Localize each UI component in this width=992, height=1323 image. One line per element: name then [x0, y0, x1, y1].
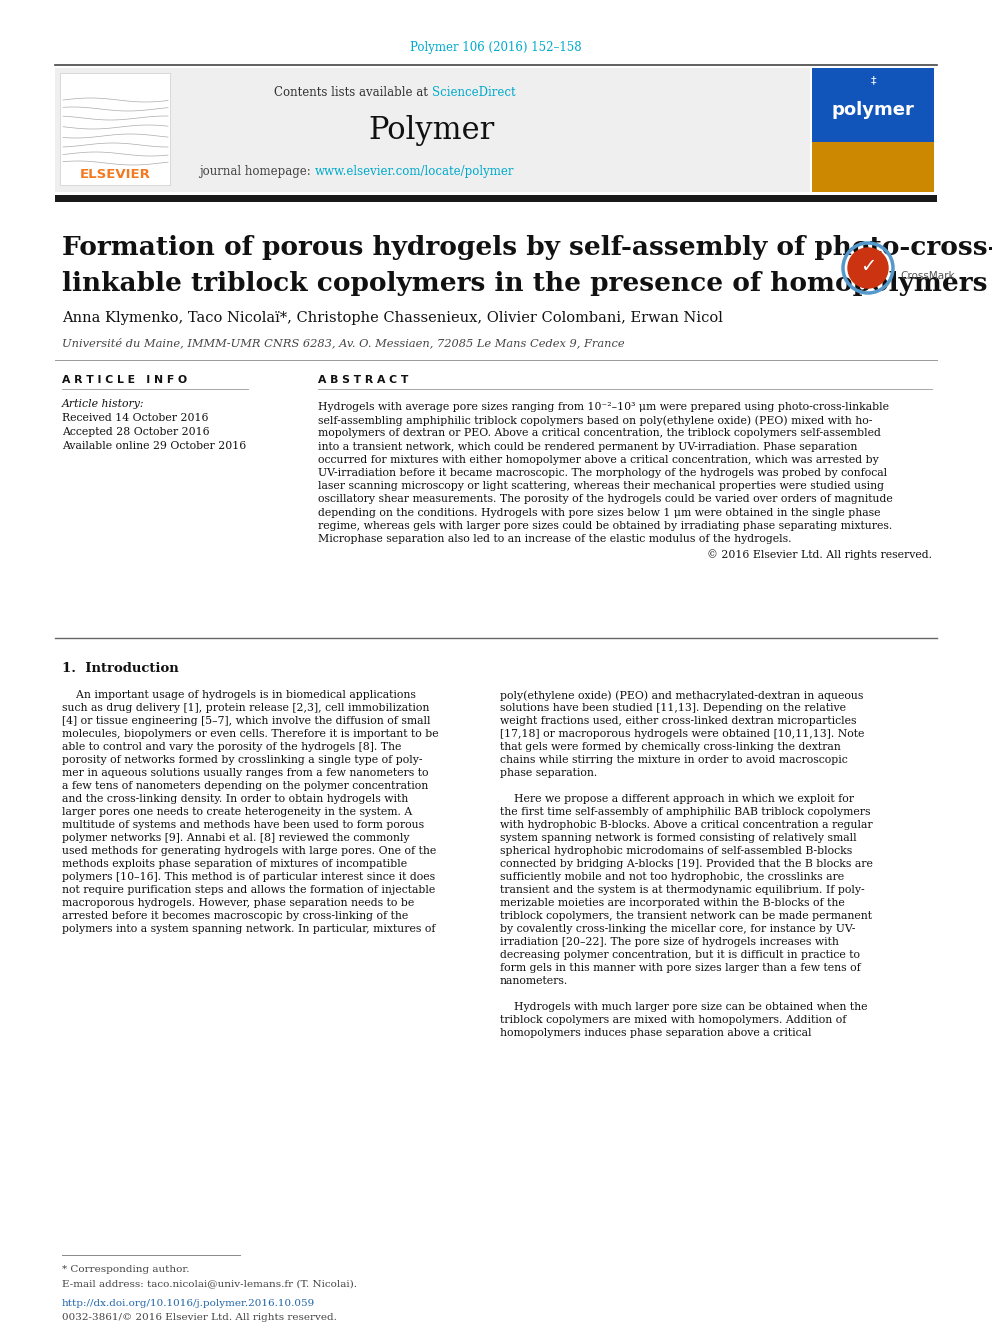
Text: system spanning network is formed consisting of relatively small: system spanning network is formed consis… — [500, 833, 857, 843]
Text: decreasing polymer concentration, but it is difficult in practice to: decreasing polymer concentration, but it… — [500, 950, 860, 960]
Circle shape — [848, 247, 888, 288]
Text: Article history:: Article history: — [62, 400, 145, 409]
Text: Université du Maine, IMMM-UMR CNRS 6283, Av. O. Messiaen, 72085 Le Mans Cedex 9,: Université du Maine, IMMM-UMR CNRS 6283,… — [62, 337, 625, 348]
Text: by covalently cross-linking the micellar core, for instance by UV-: by covalently cross-linking the micellar… — [500, 923, 855, 934]
Text: Contents lists available at: Contents lists available at — [275, 86, 432, 99]
Text: Anna Klymenko, Taco Nicolaï*, Christophe Chassenieux, Olivier Colombani, Erwan N: Anna Klymenko, Taco Nicolaï*, Christophe… — [62, 311, 723, 325]
Text: poly(ethylene oxide) (PEO) and methacrylated-dextran in aqueous: poly(ethylene oxide) (PEO) and methacryl… — [500, 691, 863, 701]
Text: form gels in this manner with pore sizes larger than a few tens of: form gels in this manner with pore sizes… — [500, 963, 861, 972]
Text: www.elsevier.com/locate/polymer: www.elsevier.com/locate/polymer — [315, 165, 515, 179]
Text: solutions have been studied [11,13]. Depending on the relative: solutions have been studied [11,13]. Dep… — [500, 703, 846, 713]
Text: A B S T R A C T: A B S T R A C T — [318, 374, 409, 385]
Text: polymers [10–16]. This method is of particular interest since it does: polymers [10–16]. This method is of part… — [62, 872, 435, 882]
Text: used methods for generating hydrogels with large pores. One of the: used methods for generating hydrogels wi… — [62, 845, 436, 856]
Text: oscillatory shear measurements. The porosity of the hydrogels could be varied ov: oscillatory shear measurements. The poro… — [318, 495, 893, 504]
Text: with hydrophobic B-blocks. Above a critical concentration a regular: with hydrophobic B-blocks. Above a criti… — [500, 820, 873, 830]
Text: polymers into a system spanning network. In particular, mixtures of: polymers into a system spanning network.… — [62, 923, 435, 934]
Text: irradiation [20–22]. The pore size of hydrogels increases with: irradiation [20–22]. The pore size of hy… — [500, 937, 839, 947]
Text: molecules, biopolymers or even cells. Therefore it is important to be: molecules, biopolymers or even cells. Th… — [62, 729, 438, 740]
Text: porosity of networks formed by crosslinking a single type of poly-: porosity of networks formed by crosslink… — [62, 755, 423, 765]
Text: into a transient network, which could be rendered permanent by UV-irradiation. P: into a transient network, which could be… — [318, 442, 857, 451]
Text: polymer networks [9]. Annabi et al. [8] reviewed the commonly: polymer networks [9]. Annabi et al. [8] … — [62, 833, 410, 843]
Text: Polymer: Polymer — [369, 115, 495, 146]
Text: ‡: ‡ — [870, 75, 876, 85]
Text: methods exploits phase separation of mixtures of incompatible: methods exploits phase separation of mix… — [62, 859, 407, 869]
Text: able to control and vary the porosity of the hydrogels [8]. The: able to control and vary the porosity of… — [62, 742, 402, 751]
Text: arrested before it becomes macroscopic by cross-linking of the: arrested before it becomes macroscopic b… — [62, 912, 409, 921]
Text: occurred for mixtures with either homopolymer above a critical concentration, wh: occurred for mixtures with either homopo… — [318, 455, 879, 464]
Text: regime, whereas gels with larger pore sizes could be obtained by irradiating pha: regime, whereas gels with larger pore si… — [318, 521, 892, 531]
Text: Microphase separation also led to an increase of the elastic modulus of the hydr: Microphase separation also led to an inc… — [318, 534, 792, 544]
Text: A R T I C L E   I N F O: A R T I C L E I N F O — [62, 374, 187, 385]
Text: http://dx.doi.org/10.1016/j.polymer.2016.10.059: http://dx.doi.org/10.1016/j.polymer.2016… — [62, 1299, 315, 1308]
Text: triblock copolymers, the transient network can be made permanent: triblock copolymers, the transient netwo… — [500, 912, 872, 921]
Bar — [812, 142, 934, 192]
Text: UV-irradiation before it became macroscopic. The morphology of the hydrogels was: UV-irradiation before it became macrosco… — [318, 468, 887, 478]
Text: Hydrogels with average pore sizes ranging from 10⁻²–10³ μm were prepared using p: Hydrogels with average pore sizes rangin… — [318, 402, 889, 411]
Text: Available online 29 October 2016: Available online 29 October 2016 — [62, 441, 246, 451]
Text: larger pores one needs to create heterogeneity in the system. A: larger pores one needs to create heterog… — [62, 807, 413, 818]
Text: sufficiently mobile and not too hydrophobic, the crosslinks are: sufficiently mobile and not too hydropho… — [500, 872, 844, 882]
Text: spherical hydrophobic microdomains of self-assembled B-blocks: spherical hydrophobic microdomains of se… — [500, 845, 852, 856]
Text: multitude of systems and methods have been used to form porous: multitude of systems and methods have be… — [62, 820, 425, 830]
Text: Formation of porous hydrogels by self-assembly of photo-cross-: Formation of porous hydrogels by self-as… — [62, 235, 992, 261]
Bar — [60, 73, 170, 185]
Text: mer in aqueous solutions usually ranges from a few nanometers to: mer in aqueous solutions usually ranges … — [62, 767, 429, 778]
Text: ScienceDirect: ScienceDirect — [432, 86, 516, 99]
Text: weight fractions used, either cross-linked dextran microparticles: weight fractions used, either cross-link… — [500, 716, 856, 726]
Text: E-mail address: taco.nicolai@univ-lemans.fr (T. Nicolai).: E-mail address: taco.nicolai@univ-lemans… — [62, 1279, 357, 1289]
Text: transient and the system is at thermodynamic equilibrium. If poly-: transient and the system is at thermodyn… — [500, 885, 865, 894]
Text: a few tens of nanometers depending on the polymer concentration: a few tens of nanometers depending on th… — [62, 781, 429, 791]
Text: such as drug delivery [1], protein release [2,3], cell immobilization: such as drug delivery [1], protein relea… — [62, 703, 430, 713]
Text: * Corresponding author.: * Corresponding author. — [62, 1265, 189, 1274]
Text: 0032-3861/© 2016 Elsevier Ltd. All rights reserved.: 0032-3861/© 2016 Elsevier Ltd. All right… — [62, 1312, 337, 1322]
Text: nanometers.: nanometers. — [500, 976, 568, 986]
Text: macroporous hydrogels. However, phase separation needs to be: macroporous hydrogels. However, phase se… — [62, 898, 415, 908]
Text: polymer: polymer — [831, 101, 915, 119]
Text: Accepted 28 October 2016: Accepted 28 October 2016 — [62, 427, 209, 437]
Text: laser scanning microscopy or light scattering, whereas their mechanical properti: laser scanning microscopy or light scatt… — [318, 482, 884, 491]
Bar — [812, 67, 934, 192]
Text: phase separation.: phase separation. — [500, 767, 597, 778]
Text: Here we propose a different approach in which we exploit for: Here we propose a different approach in … — [500, 794, 854, 804]
Text: that gels were formed by chemically cross-linking the dextran: that gels were formed by chemically cros… — [500, 742, 841, 751]
Text: homopolymers induces phase separation above a critical: homopolymers induces phase separation ab… — [500, 1028, 811, 1039]
Text: self-assembling amphiphilic triblock copolymers based on poly(ethylene oxide) (P: self-assembling amphiphilic triblock cop… — [318, 415, 872, 426]
Text: merizable moieties are incorporated within the B-blocks of the: merizable moieties are incorporated with… — [500, 898, 845, 908]
Text: depending on the conditions. Hydrogels with pore sizes below 1 μm were obtained : depending on the conditions. Hydrogels w… — [318, 508, 881, 517]
Text: An important usage of hydrogels is in biomedical applications: An important usage of hydrogels is in bi… — [62, 691, 416, 700]
Text: ELSEVIER: ELSEVIER — [79, 168, 151, 181]
Bar — [55, 67, 810, 192]
Text: mopolymers of dextran or PEO. Above a critical concentration, the triblock copol: mopolymers of dextran or PEO. Above a cr… — [318, 429, 881, 438]
Text: CrossMark: CrossMark — [900, 271, 954, 280]
Text: 1.  Introduction: 1. Introduction — [62, 662, 179, 675]
Text: connected by bridging A-blocks [19]. Provided that the B blocks are: connected by bridging A-blocks [19]. Pro… — [500, 859, 873, 869]
Text: not require purification steps and allows the formation of injectable: not require purification steps and allow… — [62, 885, 435, 894]
Text: [4] or tissue engineering [5–7], which involve the diffusion of small: [4] or tissue engineering [5–7], which i… — [62, 716, 431, 726]
Text: linkable triblock copolymers in the presence of homopolymers: linkable triblock copolymers in the pres… — [62, 270, 987, 295]
Text: chains while stirring the mixture in order to avoid macroscopic: chains while stirring the mixture in ord… — [500, 755, 848, 765]
Text: Hydrogels with much larger pore size can be obtained when the: Hydrogels with much larger pore size can… — [500, 1002, 867, 1012]
Text: © 2016 Elsevier Ltd. All rights reserved.: © 2016 Elsevier Ltd. All rights reserved… — [707, 549, 932, 560]
Bar — [55, 194, 937, 202]
Text: journal homepage:: journal homepage: — [199, 165, 315, 179]
Text: Polymer 106 (2016) 152–158: Polymer 106 (2016) 152–158 — [410, 41, 582, 54]
Text: triblock copolymers are mixed with homopolymers. Addition of: triblock copolymers are mixed with homop… — [500, 1015, 846, 1025]
Text: [17,18] or macroporous hydrogels were obtained [10,11,13]. Note: [17,18] or macroporous hydrogels were ob… — [500, 729, 864, 740]
Text: and the cross-linking density. In order to obtain hydrogels with: and the cross-linking density. In order … — [62, 794, 409, 804]
Text: the first time self-assembly of amphiphilic BAB triblock copolymers: the first time self-assembly of amphiphi… — [500, 807, 871, 818]
Text: Received 14 October 2016: Received 14 October 2016 — [62, 413, 208, 423]
Text: ✓: ✓ — [860, 258, 876, 277]
